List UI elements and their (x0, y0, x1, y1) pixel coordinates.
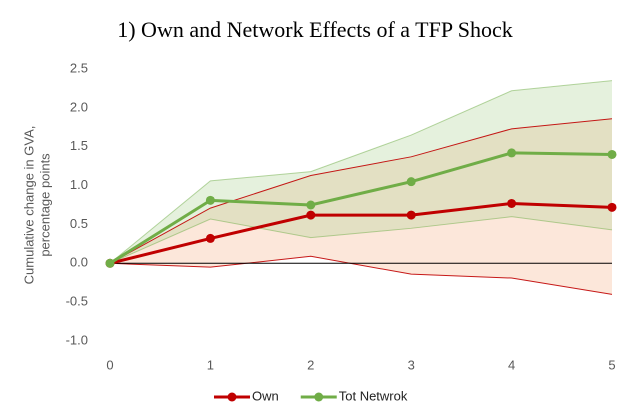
y-tick-label: -0.5 (66, 294, 88, 309)
marker (306, 200, 316, 210)
legend-label: Own (252, 388, 279, 403)
legend-marker (314, 392, 324, 402)
x-tick-label: 2 (307, 357, 314, 372)
band-edge (109, 118, 613, 264)
chart-title: 1) Own and Network Effects of a TFP Shoc… (117, 17, 513, 42)
x-tick-label: 1 (207, 357, 214, 372)
y-tick-label: 0.0 (70, 255, 88, 270)
band-edge (109, 80, 613, 264)
y-axis-label: percentage points (37, 153, 52, 257)
y-axis-label: Cumulative change in GVA, (21, 126, 36, 285)
marker (406, 177, 416, 187)
marker (507, 198, 517, 208)
x-tick-label: 0 (106, 357, 113, 372)
marker (105, 258, 115, 268)
y-tick-label: 0.5 (70, 216, 88, 231)
series-line (109, 201, 613, 265)
band-edge (109, 216, 613, 264)
confidence-band (110, 118, 612, 295)
series-line (109, 151, 613, 265)
marker (205, 195, 215, 205)
legend-label: Tot Netwrok (339, 388, 408, 403)
y-tick-label: 1.5 (70, 138, 88, 153)
x-tick-label: 3 (408, 357, 415, 372)
confidence-band (110, 80, 612, 264)
y-tick-label: -1.0 (66, 332, 88, 347)
marker (205, 233, 215, 243)
marker (406, 210, 416, 220)
y-tick-label: 2.0 (70, 99, 88, 114)
marker (306, 210, 316, 220)
y-tick-label: 2.5 (70, 60, 88, 75)
y-tick-label: 1.0 (70, 177, 88, 192)
x-tick-label: 4 (508, 357, 515, 372)
band-edge (109, 255, 613, 295)
marker (507, 148, 517, 158)
marker (607, 149, 617, 159)
legend-marker (227, 392, 237, 402)
marker (607, 202, 617, 212)
x-tick-label: 5 (608, 357, 615, 372)
